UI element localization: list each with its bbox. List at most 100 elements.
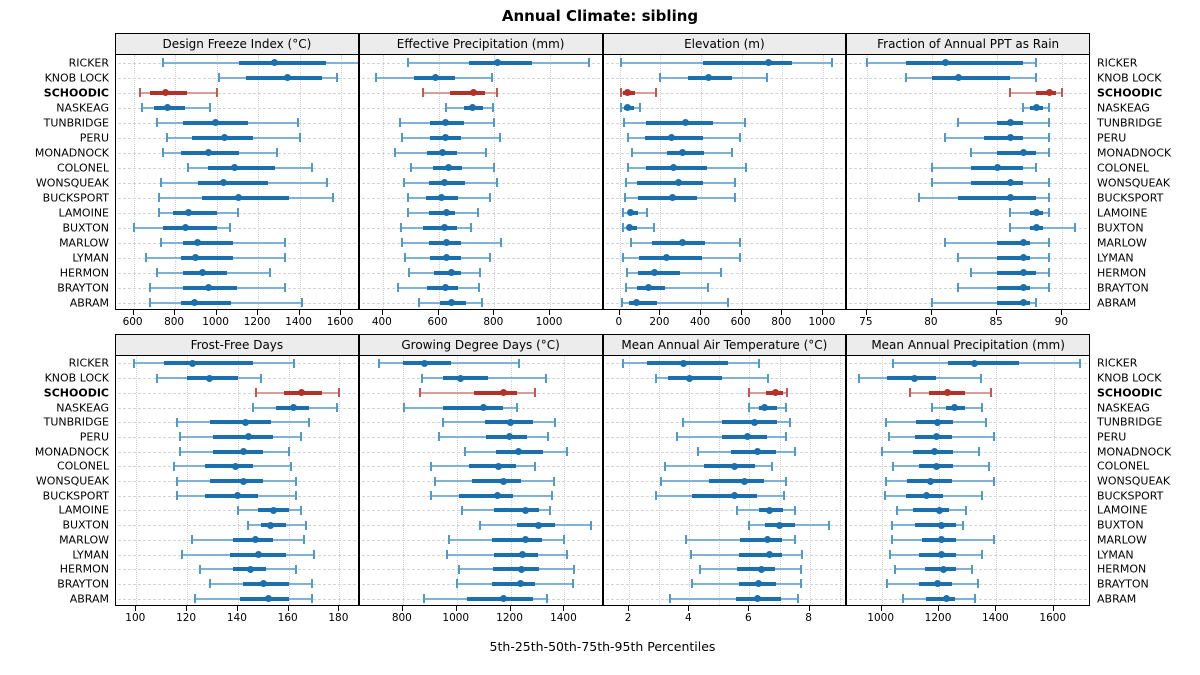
whisker-cap (748, 388, 751, 398)
median-dot (420, 359, 428, 367)
axis-tick-label: 1600 (326, 316, 354, 328)
axis: 600 800 1000 1200 1400 1600 (115, 310, 359, 334)
site-label-right: MARLOW (1097, 533, 1147, 547)
whisker-cap (884, 417, 887, 427)
whisker-cap (659, 476, 662, 486)
whisker-cap (646, 208, 649, 217)
median-dot (234, 194, 242, 201)
whisker-cap (930, 403, 933, 412)
site-label-right: BUXTON (1097, 221, 1144, 234)
iqr-bar (703, 60, 793, 65)
site-label-right: TUNBRIDGE (1097, 415, 1163, 429)
axis-tick (618, 310, 620, 315)
axis-tick (748, 606, 750, 611)
axis-tick (338, 606, 340, 611)
row-guide (605, 272, 844, 274)
whisker-cap (430, 461, 433, 471)
median-dot (204, 284, 212, 291)
panel-strip: Mean Annual Precipitation (mm) (846, 334, 1090, 356)
median-dot (675, 179, 683, 186)
median-dot (753, 595, 761, 603)
whisker-cap (479, 268, 482, 277)
median-dot (439, 149, 447, 156)
whisker-cap (748, 520, 751, 530)
whisker-cap (434, 476, 437, 486)
whisker-cap (157, 208, 160, 217)
median-dot (234, 492, 242, 500)
whisker-cap (1009, 88, 1012, 97)
whisker-cap (789, 417, 792, 427)
median-dot (254, 551, 262, 558)
axis-tick-label: 85 (989, 316, 1003, 328)
iqr-bar (628, 300, 658, 305)
whisker-cap (857, 373, 860, 383)
median-dot (669, 194, 677, 201)
median-dot (627, 209, 635, 216)
whisker-line (621, 301, 729, 304)
whisker-cap (965, 505, 968, 515)
panel (358, 356, 603, 606)
median-dot (469, 89, 477, 96)
axis-tick-label: 600 (730, 316, 751, 328)
whisker-cap (1048, 238, 1051, 247)
median-dot (1019, 254, 1027, 261)
whisker-cap (962, 520, 965, 530)
whisker-cap (624, 178, 627, 187)
whisker-cap (149, 298, 152, 307)
whisker-cap (444, 103, 447, 112)
panel (846, 356, 1090, 606)
axis-tick (995, 606, 997, 611)
axis-tick-label: 2 (624, 612, 632, 624)
iqr-bar (162, 225, 217, 230)
whisker-cap (917, 193, 920, 202)
whisker-cap (1035, 298, 1038, 307)
whisker-cap (793, 447, 796, 457)
site-label-left: KNOB LOCK (44, 371, 109, 385)
axis-tick (1052, 606, 1054, 611)
site-label-left: NASKEAG (56, 401, 109, 414)
whisker-cap (691, 579, 694, 589)
axis-tick-label: 90 (1054, 316, 1069, 328)
median-dot (507, 418, 515, 426)
whisker-cap (1009, 208, 1012, 217)
site-label-left: LYMAN (72, 251, 109, 264)
median-dot (259, 580, 267, 588)
whisker-cap (175, 491, 178, 501)
whisker-cap (155, 118, 158, 127)
whisker-cap (981, 491, 984, 501)
whisker-cap (547, 432, 550, 442)
strip-title: Elevation (m) (684, 37, 765, 51)
median-dot (239, 477, 247, 485)
whisker-cap (302, 535, 305, 545)
whisker-cap (181, 550, 183, 559)
site-label-left: ABRAM (69, 592, 109, 606)
whisker-cap (655, 491, 658, 501)
site-label-right: WONSQUEAK (1097, 474, 1171, 488)
median-dot (730, 492, 738, 500)
whisker-cap (469, 223, 472, 232)
median-dot (764, 59, 772, 66)
axis-tick (808, 606, 810, 611)
whisker-cap (397, 283, 400, 292)
whisker-cap (252, 403, 255, 412)
site-label-left: MONADNOCK (34, 146, 109, 159)
whisker-cap (247, 520, 249, 530)
median-dot (679, 239, 687, 246)
whisker-cap (493, 163, 496, 172)
whisker-cap (338, 388, 341, 398)
whisker-cap (237, 208, 240, 217)
whisker-cap (159, 238, 162, 247)
median-dot (741, 477, 749, 485)
median-dot (283, 74, 291, 81)
median-dot (1006, 179, 1014, 186)
axis-tick (437, 310, 439, 315)
median-dot (971, 359, 979, 367)
median-dot (164, 104, 172, 111)
whisker-cap (461, 505, 464, 515)
whisker-cap (884, 476, 887, 486)
axis-tick-label: 100 (125, 612, 146, 624)
whisker-cap (284, 283, 287, 292)
site-label-left: BRAYTON (57, 281, 109, 294)
row-guide (118, 392, 356, 394)
